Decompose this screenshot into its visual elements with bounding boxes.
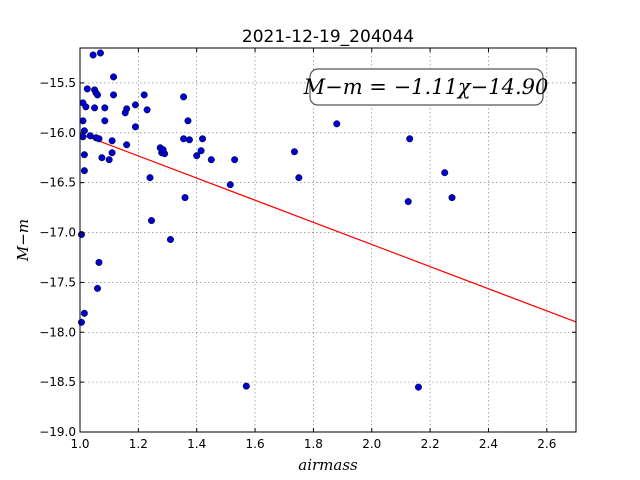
data-point [131,101,139,109]
data-points [77,49,456,391]
data-point [80,167,88,175]
data-point [98,154,106,162]
data-point [147,217,155,225]
y-tick-label: −18.5 [39,375,76,389]
annotation-box [309,68,544,106]
x-tick-label: 2.2 [421,437,440,451]
data-point [140,91,148,99]
data-point [80,309,88,317]
data-point [91,104,99,112]
data-point [79,133,87,141]
data-point [83,85,91,93]
data-point [180,93,188,101]
data-point [226,181,234,189]
data-point [231,156,239,164]
y-ticks: −15.5 −16.0 −16.5 −17.0 −17.5 −18.0 −18.5 −19.0 [39,76,576,439]
x-tick-label: 2.4 [479,437,498,451]
data-point [290,148,298,156]
x-tick-label: 1.4 [187,437,206,451]
data-point [242,382,250,390]
data-point [80,151,88,159]
y-axis-label: M−m [14,219,32,262]
data-point [414,383,422,391]
data-point [207,156,215,164]
data-point [95,258,103,266]
chart-title: 2021-12-19_204044 [242,27,414,47]
x-tick-label: 1.6 [246,437,265,451]
data-point [89,51,97,59]
fit-equation-box: M−m = −1.11χ−14.90 [303,68,549,106]
plot-area [80,48,576,432]
x-axis-label: airmass [298,456,358,474]
data-point [108,149,116,157]
y-tick-label: −17.0 [39,226,76,240]
data-point [193,152,201,160]
data-point [96,49,104,57]
data-point [185,136,193,144]
data-point [406,135,414,143]
y-tick-label: −19.0 [39,425,76,439]
data-point [184,117,192,125]
data-point [166,236,174,244]
fit-line [79,133,577,323]
plot-frame [79,47,577,433]
data-point [101,117,109,125]
data-point [295,174,303,182]
data-point [101,104,109,112]
data-point [77,318,85,326]
data-point [86,132,94,140]
data-point [79,117,87,125]
data-point [333,120,341,128]
x-tick-label: 2.6 [537,437,556,451]
x-tick-label: 1.0 [70,437,89,451]
y-tick-label: −18.0 [39,325,76,339]
data-point [95,135,103,143]
x-tick-label: 1.2 [129,437,148,451]
y-tick-label: −16.5 [39,176,76,190]
data-point [123,105,131,113]
data-point [82,103,90,111]
data-point [180,135,188,143]
fit-line-layer [79,133,577,323]
data-point [197,147,205,155]
data-point [94,284,102,292]
data-point [105,156,113,164]
x-ticks: 1.0 1.2 1.4 1.6 1.8 2.0 2.2 2.4 2.6 [70,48,556,451]
data-point [123,141,131,149]
data-point [181,194,189,202]
data-point [404,198,412,206]
data-point [146,174,154,182]
data-point [108,137,116,145]
x-tick-label: 2.0 [362,437,381,451]
x-tick-label: 1.8 [304,437,323,451]
data-point [441,169,449,177]
fit-equation: M−m = −1.11χ−14.90 [303,75,549,99]
data-point [143,106,151,114]
y-tick-label: −16.0 [39,126,76,140]
data-point [131,123,139,131]
data-point [110,91,118,99]
data-point [94,91,102,99]
y-tick-label: −15.5 [39,76,76,90]
data-point [159,146,167,154]
data-point [448,194,456,202]
data-point [110,73,118,81]
y-tick-label: −17.5 [39,275,76,289]
data-point [199,135,207,143]
